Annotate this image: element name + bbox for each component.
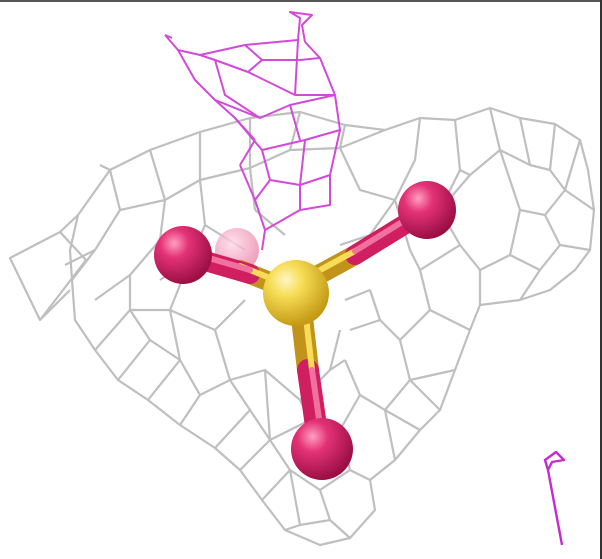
density-mesh-main: [8, 106, 596, 547]
sulfate-model[interactable]: [154, 181, 456, 480]
sulfur-atom: [263, 260, 329, 326]
oxygen-atom-3: [291, 418, 353, 480]
top-border: [0, 0, 602, 2]
density-mesh-difference: [164, 11, 341, 251]
oxygen-atom-1: [154, 226, 212, 284]
oxygen-atom-2: [398, 181, 456, 239]
right-border: [600, 0, 602, 559]
map-edge-arrow-icon: [543, 450, 566, 546]
